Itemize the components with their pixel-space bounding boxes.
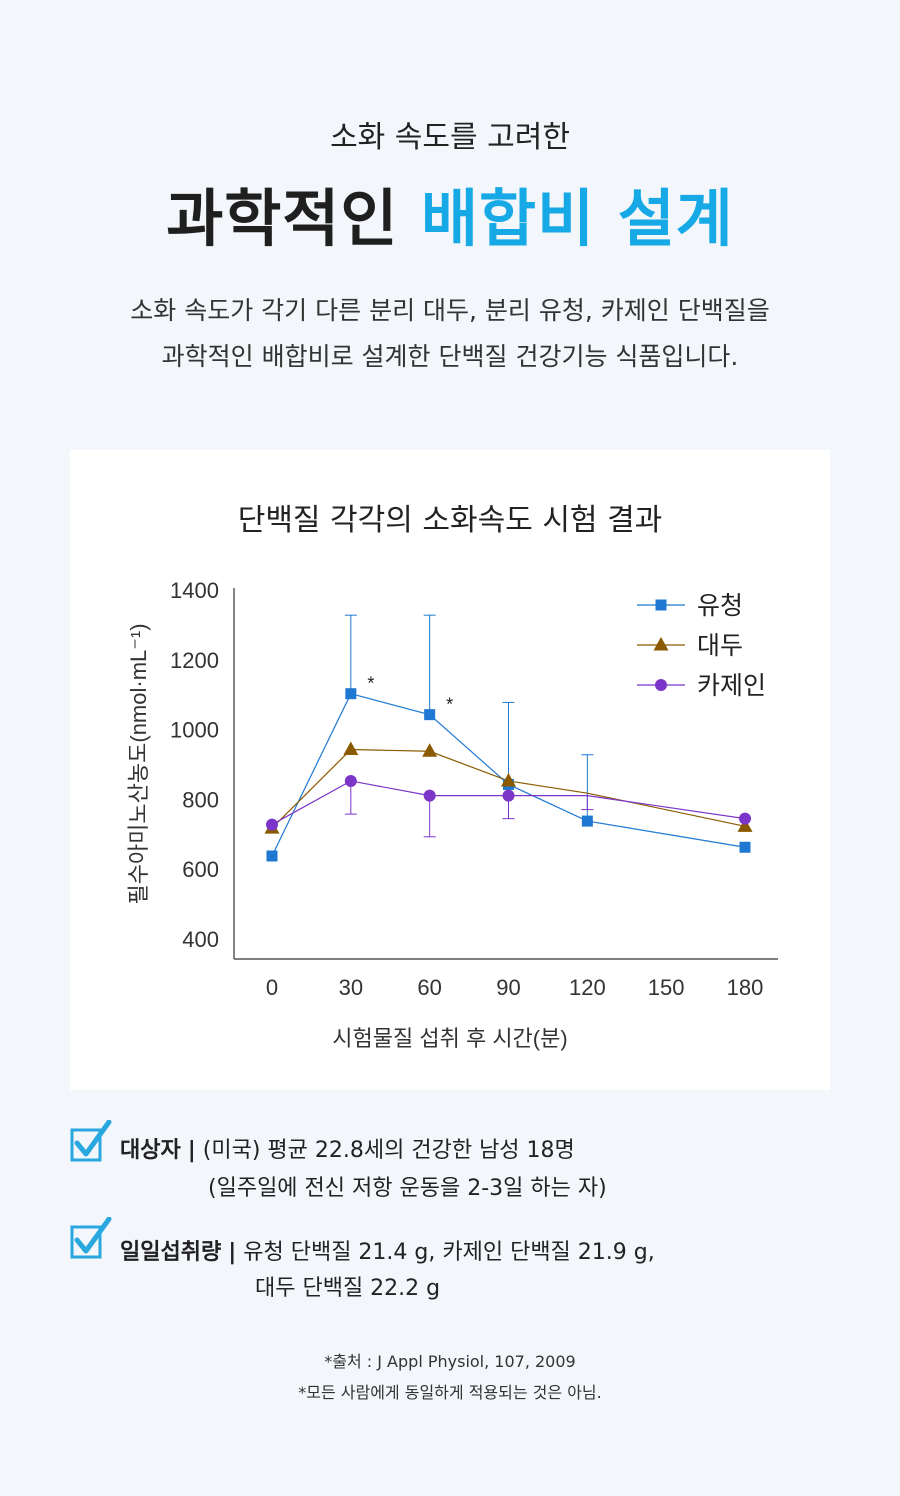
x-tick-label-60: 60	[417, 975, 441, 1000]
description-line-1: 소화 속도가 각기 다른 분리 대두, 분리 유청, 카제인 단백질을	[130, 296, 770, 325]
source-note: *출처 : J Appl Physiol, 107, 2009	[324, 1352, 576, 1371]
x-tick-label-180: 180	[727, 975, 764, 1000]
chart: 1400 1200 1000 800 600 400 0 30 60 90 120 150 180 시험물…	[126, 578, 778, 1051]
intake-label: 일일섭취량	[120, 1240, 222, 1265]
series-line-대두	[271, 748, 746, 829]
point-유청-120	[581, 815, 593, 827]
subject-text-1: (미국) 평균 22.8세의 건강한 남성 18명	[202, 1138, 575, 1163]
point-카제인-90	[502, 789, 515, 802]
y-tick-label-1000: 1000	[170, 718, 219, 743]
point-유청-0	[266, 850, 278, 862]
significance-mark-60: *	[446, 695, 453, 715]
x-tick-label-120: 120	[569, 975, 606, 1000]
point-카제인-30	[344, 774, 357, 787]
y-tick-label-1200: 1200	[170, 648, 219, 673]
check-icon-intake	[70, 1217, 112, 1259]
headline-accent: 배합비 설계	[420, 182, 734, 255]
point-유청-60	[424, 709, 436, 721]
intake-line-2: 대두 단백질 22.2 g	[255, 1276, 441, 1301]
point-대두-90	[501, 772, 516, 787]
series-line-카제인	[271, 780, 746, 826]
point-카제인-180	[739, 812, 751, 825]
point-대두-180	[737, 818, 753, 832]
legend-marker-유청	[655, 599, 667, 611]
point-유청-180	[739, 841, 751, 853]
point-카제인-0	[266, 818, 278, 831]
check-icon-subject	[70, 1120, 112, 1162]
intake-line-1: 일일섭취량 | 유청 단백질 21.4 g, 카제인 단백질 21.9 g,	[120, 1234, 655, 1266]
x-axis-label: 시험물질 섭취 후 시간(분)	[332, 1026, 567, 1051]
y-tick-label-600: 600	[182, 857, 219, 882]
chart-title: 단백질 각각의 소화속도 시험 결과	[237, 503, 663, 538]
legend-label-대두: 대두	[697, 632, 743, 660]
legend-marker-대두	[653, 637, 669, 651]
subject-line-2: (일주일에 전신 저항 운동을 2-3일 하는 자)	[208, 1176, 607, 1201]
point-카제인-60	[423, 789, 436, 802]
legend-label-카제인: 카제인	[697, 672, 766, 700]
y-axis-label: 필수아미노산농도(nmol·mL⁻¹)	[126, 623, 151, 904]
legend-marker-카제인	[655, 679, 667, 691]
description-line-2: 과학적인 배합비로 설계한 단백질 건강기능 식품입니다.	[161, 342, 739, 371]
headline-dark: 과학적인	[166, 182, 399, 255]
x-tick-label-0: 0	[266, 975, 278, 1000]
y-tick-label-800: 800	[182, 787, 219, 812]
x-tick-label-30: 30	[339, 975, 363, 1000]
footnotes: *출처 : J Appl Physiol, 107, 2009 *모든 사람에게…	[0, 1346, 900, 1408]
intake-text-1: 유청 단백질 21.4 g, 카제인 단백질 21.9 g,	[243, 1240, 655, 1265]
series-line-유청	[271, 692, 746, 857]
chart-card	[70, 450, 830, 1090]
point-대두-60	[422, 743, 438, 757]
subject-line-1: 대상자 | (미국) 평균 22.8세의 건강한 남성 18명	[120, 1132, 575, 1164]
disclaimer-note: *모든 사람에게 동일하게 적용되는 것은 아님.	[298, 1383, 602, 1402]
description: 소화 속도가 각기 다른 분리 대두, 분리 유청, 카제인 단백질을 과학적인…	[0, 288, 900, 380]
x-tick-label-150: 150	[648, 975, 685, 1000]
y-tick-label-1400: 1400	[170, 578, 219, 603]
significance-mark-30: *	[367, 674, 374, 694]
intake-separator: |	[228, 1240, 237, 1265]
subject-label: 대상자	[120, 1138, 181, 1163]
y-tick-label-400: 400	[182, 927, 219, 952]
point-대두-30	[343, 741, 359, 756]
subtitle: 소화 속도를 고려한	[330, 120, 570, 155]
legend-label-유청: 유청	[697, 592, 743, 620]
headline: 과학적인 배합비 설계	[0, 168, 900, 258]
subject-separator: |	[187, 1138, 196, 1163]
point-유청-30	[345, 688, 357, 700]
x-tick-label-90: 90	[496, 975, 520, 1000]
